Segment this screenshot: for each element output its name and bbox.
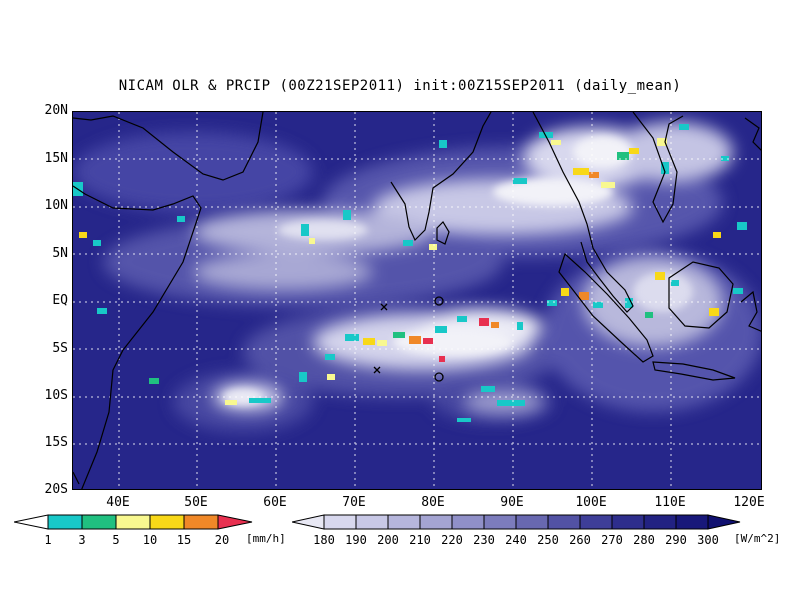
map-canvas	[73, 112, 761, 489]
coastline-india	[390, 112, 492, 242]
lat-label: 10N	[44, 198, 68, 213]
precip-colorbar-swatch	[149, 514, 185, 530]
olr-tick-label: 230	[473, 533, 495, 547]
precip-colorbar-max-triangle	[217, 514, 253, 530]
lon-label: 100E	[575, 495, 607, 510]
coastline-indochina	[532, 112, 634, 313]
coastlines	[73, 112, 761, 489]
olr-tick-label: 250	[537, 533, 559, 547]
precip-colorbar-swatch	[81, 514, 117, 530]
olr-tick-label: 200	[377, 533, 399, 547]
precip-colorbar	[14, 514, 253, 530]
precip-patches	[73, 124, 747, 422]
precip-tick-label: 5	[112, 533, 120, 547]
olr-colorbar-max-triangle	[707, 514, 741, 530]
cloud-cores	[223, 136, 693, 405]
precip-colorbar-swatch	[183, 514, 219, 530]
coastline-sumatra	[558, 252, 654, 363]
lon-label: 50E	[184, 495, 208, 510]
olr-tick-label: 300	[697, 533, 719, 547]
lat-label: 5S	[52, 341, 68, 356]
olr-colorbar-swatch	[515, 514, 549, 530]
lon-label: 70E	[342, 495, 366, 510]
map-plot-area	[72, 111, 762, 490]
precip-tick-label: 3	[78, 533, 86, 547]
lat-label: 15N	[44, 151, 68, 166]
olr-colorbar-swatch	[643, 514, 677, 530]
lat-label: 15S	[44, 435, 68, 450]
olr-tick-label: 180	[313, 533, 335, 547]
station-markers	[373, 296, 444, 382]
olr-unit-label: [W/m^2]	[734, 532, 781, 545]
olr-tick-label: 260	[569, 533, 591, 547]
precip-colorbar-swatch	[115, 514, 151, 530]
lon-label: 40E	[106, 495, 130, 510]
circle-marker	[434, 372, 444, 382]
precip-colorbar-swatch	[47, 514, 83, 530]
lon-label: 80E	[421, 495, 445, 510]
lon-label: 90E	[500, 495, 524, 510]
coastline-borneo	[668, 261, 734, 329]
coastline-srilanka	[436, 221, 450, 245]
olr-tick-label: 290	[665, 533, 687, 547]
precip-tick-label: 10	[142, 533, 158, 547]
cross-marker	[373, 366, 381, 374]
olr-colorbar-swatch	[579, 514, 613, 530]
coastline-sulawesi	[740, 290, 761, 332]
olr-colorbar-swatch	[451, 514, 485, 530]
coastline-vietnam	[632, 112, 684, 224]
circle-marker	[434, 296, 444, 306]
olr-colorbar-swatch	[323, 514, 357, 530]
coastline-africa	[73, 185, 202, 489]
olr-tick-label: 240	[505, 533, 527, 547]
olr-colorbar	[292, 514, 741, 530]
lat-label: 5N	[52, 246, 68, 261]
olr-colorbar-swatch	[547, 514, 581, 530]
lon-label: 110E	[654, 495, 686, 510]
olr-colorbar-swatch	[483, 514, 517, 530]
olr-colorbar-swatch	[355, 514, 389, 530]
olr-tick-label: 280	[633, 533, 655, 547]
olr-tick-label: 190	[345, 533, 367, 547]
olr-colorbar-swatch	[611, 514, 645, 530]
olr-tick-label: 270	[601, 533, 623, 547]
olr-tick-label: 220	[441, 533, 463, 547]
precip-colorbar-min-triangle	[14, 514, 49, 530]
lat-label: 10S	[44, 388, 68, 403]
grid-lines	[73, 112, 761, 489]
olr-colorbar-swatch	[675, 514, 709, 530]
lat-label: EQ	[52, 293, 68, 308]
olr-tick-label: 210	[409, 533, 431, 547]
olr-colorbar-swatch	[419, 514, 453, 530]
coastline-madagascar	[73, 471, 80, 485]
lat-label: 20N	[44, 103, 68, 118]
lat-label: 20S	[44, 482, 68, 497]
lon-label: 120E	[733, 495, 765, 510]
lon-label: 60E	[263, 495, 287, 510]
olr-colorbar-min-triangle	[292, 514, 325, 530]
cross-marker	[380, 303, 388, 311]
coastline-arabia	[73, 112, 264, 181]
precip-tick-label: 1	[44, 533, 52, 547]
coastline-philippines	[744, 117, 761, 151]
coastline-java	[652, 361, 736, 381]
precip-tick-label: 15	[176, 533, 192, 547]
precip-unit-label: [mm/h]	[246, 532, 286, 545]
olr-colorbar-swatch	[387, 514, 421, 530]
precip-tick-label: 20	[214, 533, 230, 547]
map-title: NICAM OLR & PRCIP (00Z21SEP2011) init:00…	[118, 78, 682, 94]
